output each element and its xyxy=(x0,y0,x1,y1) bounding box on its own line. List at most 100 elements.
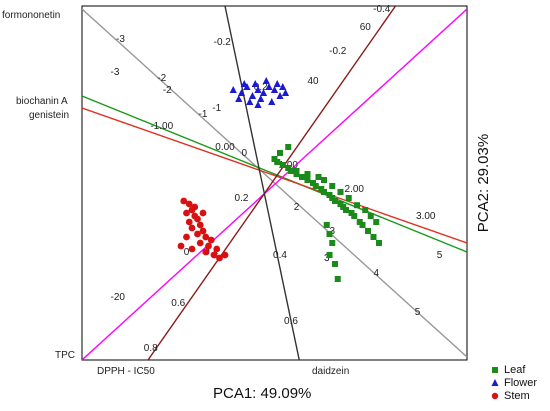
point-leaf xyxy=(279,162,286,168)
point-stem xyxy=(216,254,223,262)
legend-label-leaf: Leaf xyxy=(504,364,526,376)
point-leaf xyxy=(337,189,344,195)
tick-label: 0.2 xyxy=(254,82,268,93)
point-stem xyxy=(199,209,207,217)
point-flower xyxy=(254,101,262,108)
point-flower xyxy=(237,89,246,96)
tick-label: 0.4 xyxy=(273,250,287,261)
point-stem xyxy=(185,218,193,226)
tick-label: -2 xyxy=(163,85,172,96)
point-leaf xyxy=(329,240,336,246)
tick-label: 0 xyxy=(184,247,190,258)
point-stem xyxy=(205,242,212,250)
point-flower xyxy=(262,77,270,84)
point-flower xyxy=(281,89,290,96)
point-stem xyxy=(180,197,188,205)
point-leaf xyxy=(326,231,333,237)
tick-label: 0.8 xyxy=(144,343,158,354)
label-tpc: TPC xyxy=(55,350,75,361)
point-flower xyxy=(246,98,254,105)
tick-label: -1 xyxy=(212,103,221,114)
point-leaf xyxy=(312,183,319,189)
point-leaf xyxy=(354,202,360,209)
point-stem xyxy=(194,215,201,223)
y-axis-title: PCA2: 29.03% xyxy=(475,134,492,232)
point-leaf xyxy=(345,195,352,201)
legend-marker-flower xyxy=(491,379,499,386)
loading-line-genistein xyxy=(82,107,467,244)
point-flower xyxy=(254,86,262,93)
point-stem xyxy=(191,203,199,211)
tick-label: 4 xyxy=(373,268,379,279)
tick-label: 5 xyxy=(415,307,421,318)
point-stem xyxy=(202,233,210,241)
point-flower xyxy=(268,98,276,105)
point-stem xyxy=(183,233,190,241)
point-flower xyxy=(257,95,265,102)
point-stem xyxy=(194,230,201,238)
loading-line-dpph-ic50 xyxy=(147,6,397,360)
point-leaf xyxy=(376,240,382,246)
legend-label-flower: Flower xyxy=(504,377,537,389)
point-leaf xyxy=(343,207,349,213)
loading-line-formononetin xyxy=(82,8,467,358)
tick-label: -3 xyxy=(111,67,120,78)
point-flower xyxy=(248,92,257,99)
point-leaf xyxy=(332,261,338,267)
point-flower xyxy=(273,80,281,87)
tick-label: -0.2 xyxy=(214,37,232,48)
tick-label: -1 xyxy=(199,109,208,120)
loading-line-tpc xyxy=(82,8,467,360)
legend: Leaf Flower Stem xyxy=(491,364,537,402)
point-flower xyxy=(251,80,259,87)
point-flower xyxy=(270,86,279,93)
label-formononetin: formononetin xyxy=(2,10,60,21)
point-stem xyxy=(210,251,218,259)
tick-label: -2 xyxy=(157,73,166,84)
point-leaf xyxy=(370,234,377,240)
point-leaf xyxy=(321,189,327,195)
point-leaf xyxy=(326,252,333,258)
loading-line-daidzein xyxy=(224,6,300,360)
point-stem xyxy=(185,200,193,208)
point-stem xyxy=(202,248,210,256)
point-flower xyxy=(265,83,273,90)
point-leaf xyxy=(304,177,311,183)
tick-label: -0.4 xyxy=(373,4,391,15)
point-leaf xyxy=(329,183,336,189)
tick-label: 5 xyxy=(437,250,443,261)
x-axis-title: PCA1: 49.09% xyxy=(213,385,311,402)
point-leaf xyxy=(315,174,322,180)
point-leaf xyxy=(321,177,327,183)
tick-label: 0.00 xyxy=(215,142,235,153)
legend-marker-stem xyxy=(491,392,499,400)
loading-vectors xyxy=(82,6,467,360)
point-stem xyxy=(177,242,185,250)
point-leaf xyxy=(271,156,278,162)
point-stem xyxy=(196,221,204,229)
label-daidzein: daidzein xyxy=(312,366,349,377)
point-flower xyxy=(240,80,248,87)
tick-label: 0.2 xyxy=(235,193,249,204)
point-stem xyxy=(213,245,221,253)
point-flower xyxy=(259,89,268,96)
point-leaf xyxy=(359,222,366,228)
point-stem xyxy=(207,236,215,244)
point-stem xyxy=(196,239,204,247)
label-genistein: genistein xyxy=(29,110,69,121)
label-biochanin-a: biochanin A xyxy=(16,96,68,107)
tick-label: 0.6 xyxy=(171,298,185,309)
tick-label: 0.4 xyxy=(204,247,218,258)
point-leaf xyxy=(332,198,338,204)
point-stem xyxy=(183,209,190,217)
point-leaf xyxy=(285,144,292,150)
score-points xyxy=(177,77,382,282)
tick-label: -20 xyxy=(111,292,126,303)
point-leaf xyxy=(365,228,371,234)
point-flower xyxy=(235,95,243,102)
point-leaf xyxy=(277,150,283,156)
tick-label: -0.2 xyxy=(329,46,347,57)
loading-line-biochanin-a xyxy=(82,95,467,253)
point-leaf xyxy=(293,168,300,174)
point-stem xyxy=(188,224,196,232)
